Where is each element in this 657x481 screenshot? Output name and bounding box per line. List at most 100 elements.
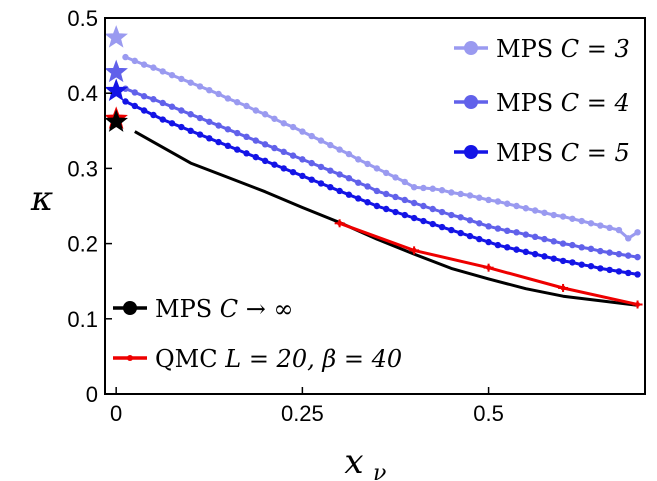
series-0-point (438, 187, 446, 194)
series-1-point (476, 220, 483, 227)
series-0-point (289, 123, 297, 131)
series-0-point (122, 53, 129, 61)
legend-label-math: C → ∞ (220, 295, 294, 323)
series-0-point (550, 211, 557, 219)
series-2-point (224, 142, 232, 150)
series-0-point (569, 215, 576, 222)
series-2-point (364, 199, 371, 206)
series-0-point (429, 185, 436, 192)
legend-label-prefix: MPS (155, 295, 220, 323)
y-tick-label: 0.2 (67, 232, 98, 257)
series-0-point (243, 102, 250, 110)
series-2-point (206, 135, 213, 142)
x-axis-label: x ν (344, 442, 386, 481)
series-0-point (234, 99, 241, 106)
legend-label: MPS C = 3 (496, 35, 630, 63)
series-2-point (615, 268, 623, 275)
series-2-point (476, 235, 483, 243)
series-2-point (550, 255, 557, 262)
series-1-point (634, 253, 641, 261)
series-1-point (597, 247, 604, 255)
series-2-point (196, 131, 204, 138)
series-2-point (420, 217, 427, 225)
series-0-point (308, 132, 315, 140)
series-0-point (522, 205, 530, 212)
series-2-point (578, 261, 585, 268)
series-2-point (587, 262, 595, 270)
series-2-point (382, 205, 390, 213)
series-2-point (606, 266, 613, 274)
legend-label-math: C = 5 (561, 139, 630, 167)
series-1-point (187, 111, 194, 118)
series-1-point (615, 250, 623, 258)
series-0-point (587, 220, 595, 227)
y-tick-label: 0.1 (67, 307, 98, 332)
series-2-point (597, 265, 604, 272)
legend-label-prefix: MPS (496, 139, 561, 167)
series-2-point (541, 253, 548, 260)
legend-label: QMC L = 20, β = 40 (155, 345, 402, 373)
series-0-point (634, 229, 641, 236)
series-1-point (271, 144, 278, 152)
series-1-point (317, 163, 325, 171)
series-2-point (559, 257, 567, 265)
series-1-point (550, 238, 557, 245)
series-2-point (569, 259, 576, 266)
series-0-point (420, 184, 427, 192)
series-4 (334, 219, 643, 309)
series-0-point (373, 165, 381, 172)
series-0-point (541, 209, 548, 216)
series-1-point (131, 89, 138, 96)
series-2-point (504, 244, 511, 251)
ticks-layer: 0 0.1 0.2 0.3 0.4 0.5 0 0.25 0.5 (67, 6, 503, 426)
series-0-point (140, 61, 148, 68)
star-marker-4 (104, 109, 128, 132)
series-1-point (196, 114, 204, 122)
series-0-point (168, 71, 176, 79)
legend-label-prefix: MPS (496, 89, 561, 117)
legend-entry-1: MPS C = 4 (454, 89, 630, 117)
series-1-point (224, 126, 232, 133)
series-1-point (578, 244, 585, 251)
series-2-point (159, 116, 166, 123)
series-2-point (252, 153, 260, 161)
series-0-point (317, 137, 325, 144)
legend-label: MPS C = 5 (496, 139, 630, 167)
series-0-point (485, 196, 492, 204)
series-1-point (261, 141, 269, 148)
series-0-point (466, 192, 474, 199)
series-1-point (243, 133, 250, 141)
series-0-point (410, 184, 418, 191)
series-1-point (541, 235, 548, 243)
series-2-point (531, 250, 539, 258)
legend-label-math: C = 3 (561, 35, 630, 63)
legend-lower: MPS C → ∞ QMC L = 20, β = 40 (113, 295, 402, 373)
y-tick-label: 0.5 (67, 6, 98, 31)
series-1-point (336, 171, 343, 178)
series-1-point (569, 241, 576, 249)
series-0-point (504, 200, 511, 207)
series-0-point (597, 222, 604, 229)
series-1-point (373, 187, 381, 195)
series-0-point (187, 79, 194, 86)
series-0-point (513, 202, 520, 210)
legend-swatch-marker (464, 41, 478, 55)
series-0-point (150, 64, 157, 71)
legend-swatch-marker (464, 145, 478, 159)
series-1-point (606, 249, 613, 256)
series-1-point (485, 223, 492, 230)
legend-swatch-marker (123, 301, 137, 315)
series-4-point (486, 265, 492, 271)
series-2-point (448, 226, 455, 234)
series-1-point (327, 167, 334, 174)
series-0-point (625, 235, 632, 242)
series-0-point (382, 169, 390, 177)
series-4-point (337, 220, 343, 226)
series-2-point (345, 191, 353, 198)
series-0-point (531, 207, 539, 214)
series-2-point (261, 157, 269, 165)
series-0-point (336, 146, 343, 153)
series-1-point (178, 107, 185, 114)
